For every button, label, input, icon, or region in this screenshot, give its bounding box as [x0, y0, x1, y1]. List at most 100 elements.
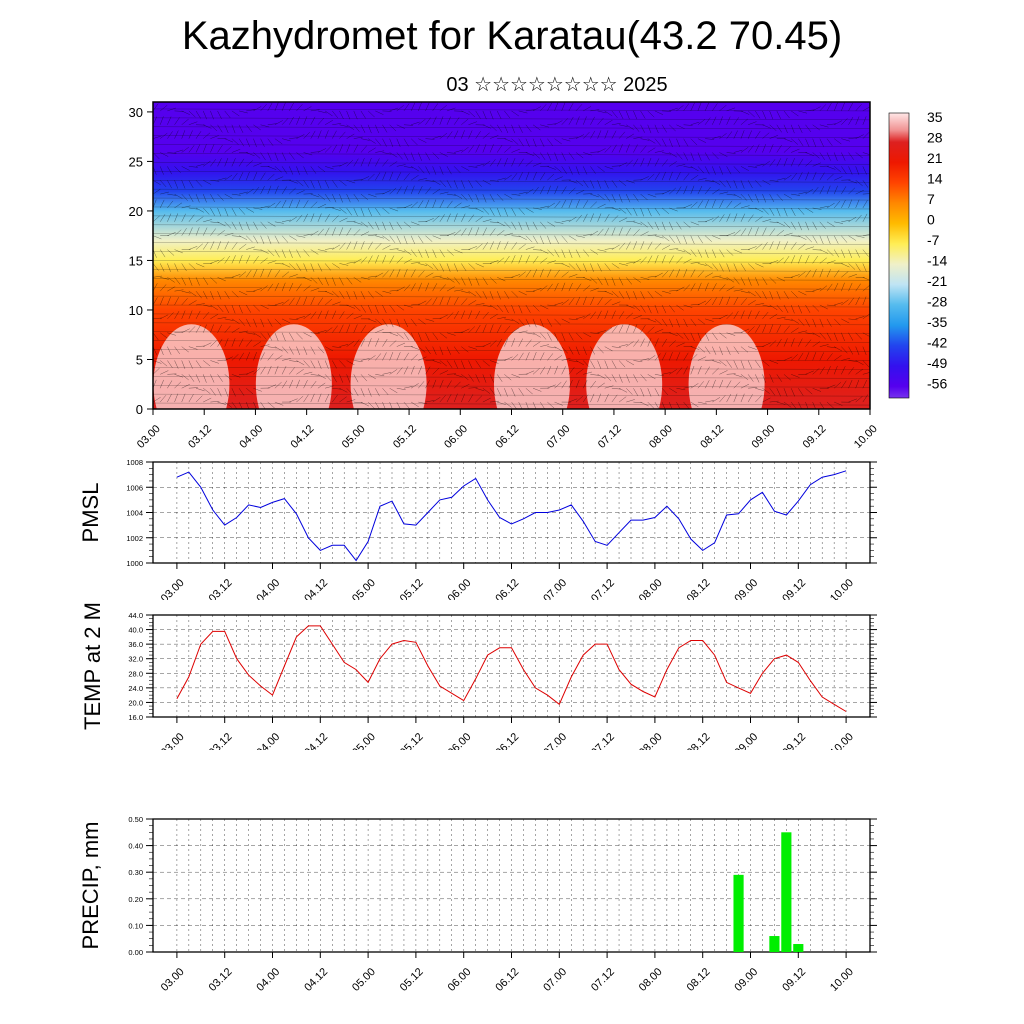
- wind-barb: [367, 291, 374, 299]
- wind-barb: [805, 339, 812, 347]
- wind-barb: [260, 249, 269, 254]
- x-tick-label: 09.00: [732, 731, 760, 750]
- wind-barb: [826, 346, 836, 349]
- wind-barb: [755, 303, 765, 306]
- wind-barb: [511, 388, 516, 397]
- wind-barb: [575, 283, 582, 292]
- wind-barb: [855, 235, 865, 238]
- wind-barb: [654, 328, 664, 333]
- wind-barb: [346, 144, 351, 153]
- wind-barb: [690, 138, 698, 146]
- wind-barb: [705, 359, 715, 361]
- wind-barb: [461, 328, 470, 333]
- wind-barb: [260, 104, 267, 112]
- contour-line: [153, 349, 870, 352]
- wind-barb: [819, 257, 827, 264]
- wind-barb: [425, 138, 435, 140]
- wind-barb: [496, 124, 503, 133]
- wind-barb: [210, 360, 219, 364]
- wind-barb: [425, 366, 431, 375]
- wind-barb: [575, 395, 583, 403]
- wind-barb: [174, 331, 184, 333]
- wind-barb: [418, 300, 427, 306]
- x-tick-label: 09.12: [780, 577, 808, 600]
- wind-barb: [210, 110, 214, 120]
- wind-barb: [582, 296, 587, 306]
- wind-barb: [475, 324, 481, 333]
- wind-barb: [296, 249, 301, 258]
- wind-barb: [310, 213, 315, 222]
- wind-barb: [669, 289, 679, 292]
- wind-barb: [453, 130, 459, 139]
- wind-barb: [317, 297, 324, 306]
- wind-barb: [217, 304, 224, 313]
- wind-barb: [267, 235, 272, 245]
- wind-barb: [611, 325, 618, 333]
- wind-barb: [654, 124, 659, 134]
- wind-barb: [332, 123, 342, 125]
- wind-barb: [848, 360, 858, 362]
- wind-barb: [475, 263, 484, 268]
- wind-barb: [246, 255, 251, 264]
- pmsl-series-line: [176, 470, 847, 562]
- wind-barb: [188, 145, 195, 153]
- wind-barb: [504, 124, 509, 134]
- wind-barb: [153, 360, 162, 364]
- wind-barb: [525, 401, 529, 409]
- wind-barb: [281, 118, 289, 125]
- wind-barb: [654, 235, 664, 239]
- wind-barb: [532, 171, 537, 181]
- wind-barb: [217, 316, 227, 320]
- wind-barb: [719, 133, 727, 139]
- wind-barb: [583, 285, 591, 292]
- wind-barb: [346, 241, 352, 250]
- wind-barb: [217, 221, 226, 227]
- wind-barb: [411, 303, 421, 306]
- wind-barb: [618, 194, 623, 203]
- wind-barb: [597, 203, 606, 209]
- wind-barb: [726, 394, 732, 403]
- wind-barb: [812, 341, 821, 347]
- wind-barb: [597, 110, 607, 114]
- wind-barb: [805, 221, 810, 231]
- wind-barb: [411, 221, 420, 226]
- wind-barb: [798, 290, 807, 296]
- wind-barb: [489, 180, 499, 182]
- wind-barb: [289, 187, 296, 195]
- wind-barb: [303, 180, 309, 188]
- wind-barb: [654, 388, 660, 397]
- wind-barb: [740, 205, 750, 209]
- wind-barb: [626, 304, 635, 309]
- wind-barb: [790, 304, 795, 314]
- wind-barb: [461, 374, 469, 381]
- wind-barb: [217, 193, 224, 201]
- wind-barb: [439, 314, 448, 320]
- wind-barb: [762, 219, 772, 223]
- wind-barb: [195, 395, 203, 403]
- wind-barb: [353, 360, 363, 362]
- wind-barb: [676, 249, 686, 253]
- contour-line: [153, 340, 870, 343]
- wind-barb: [640, 193, 648, 201]
- panel-frame: [152, 461, 871, 564]
- wind-barb: [353, 136, 363, 139]
- wind-barb: [518, 158, 524, 167]
- wind-barb: [317, 393, 322, 403]
- wind-barb: [862, 166, 867, 175]
- wind-barb: [289, 274, 298, 278]
- wind-barb: [719, 214, 725, 222]
- wind-barb: [848, 249, 853, 259]
- wind-barb: [425, 400, 435, 403]
- wind-barb: [654, 338, 659, 347]
- wind-barb: [246, 138, 251, 147]
- wind-barb: [532, 162, 542, 167]
- wind-barb: [253, 138, 257, 148]
- wind-barb: [805, 255, 810, 264]
- wind-barb: [267, 384, 277, 389]
- wind-barb: [532, 152, 540, 159]
- wind-barb: [669, 304, 675, 313]
- wind-barb: [396, 286, 405, 292]
- wind-barb: [525, 339, 532, 347]
- wind-barb: [160, 360, 168, 367]
- wind-barb: [747, 193, 753, 203]
